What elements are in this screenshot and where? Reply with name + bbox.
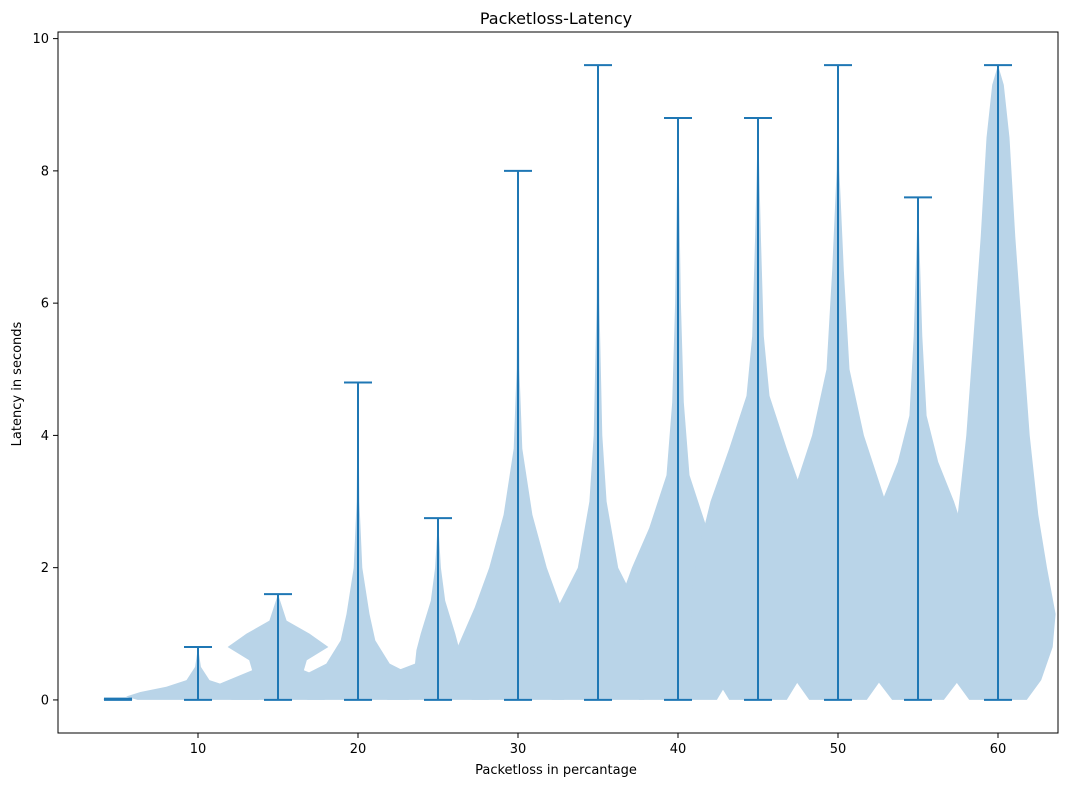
x-tick-label: 10: [190, 742, 207, 757]
chart-title: Packetloss-Latency: [480, 9, 632, 28]
x-axis-label: Packetloss in percantage: [475, 763, 637, 778]
x-tick-label: 30: [510, 742, 527, 757]
x-tick-label: 40: [670, 742, 687, 757]
x-tick-label: 50: [830, 742, 847, 757]
y-tick-label: 10: [32, 32, 49, 47]
axes-frame: [57, 31, 1059, 734]
y-axis-label: Latency in seconds: [10, 321, 25, 446]
x-tick-label: 60: [990, 742, 1007, 757]
y-tick-label: 4: [41, 429, 49, 444]
x-tick-label: 20: [350, 742, 367, 757]
y-tick-label: 8: [41, 164, 49, 179]
y-axis-ticks: 0 2 4 6 8 10: [32, 32, 58, 708]
y-tick-label: 2: [41, 561, 49, 576]
y-tick-label: 0: [41, 693, 49, 708]
y-tick-label: 6: [41, 297, 49, 312]
x-axis-ticks: 10 20 30 40 50 60: [190, 733, 1007, 757]
violin-lines: [104, 64, 1012, 701]
